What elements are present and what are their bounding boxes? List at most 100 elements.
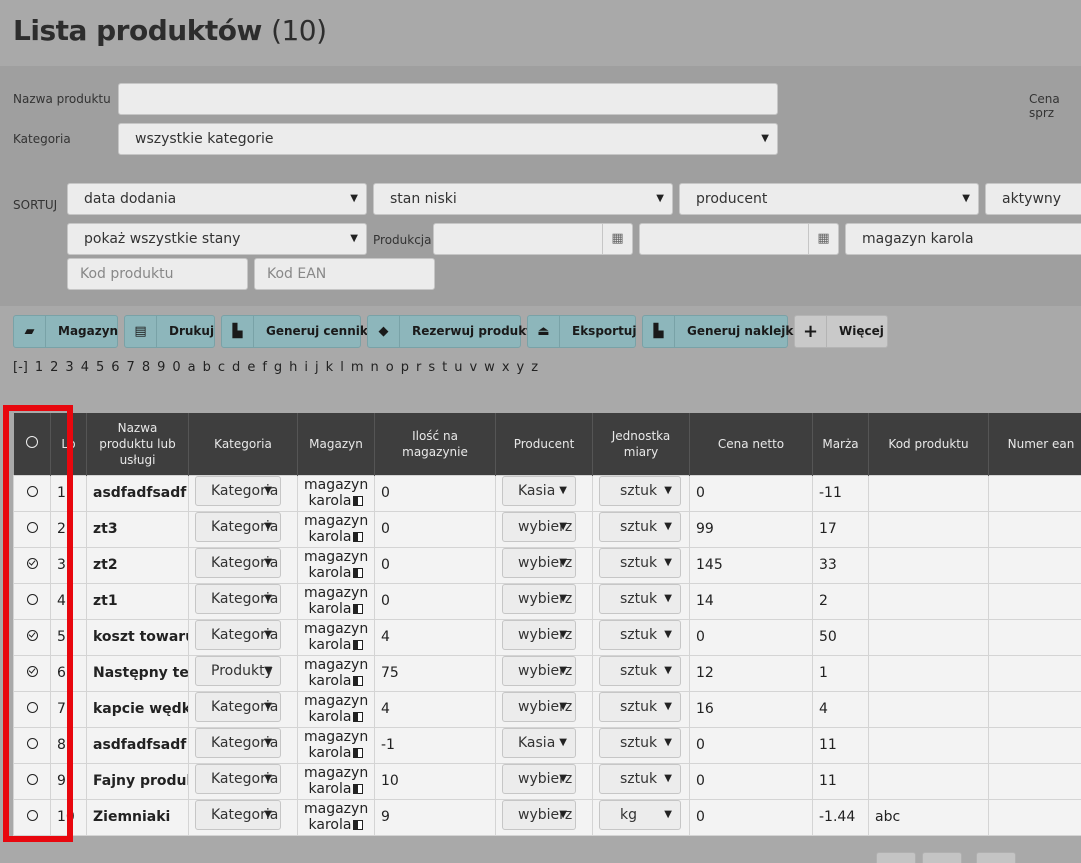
alphabet-filter-item[interactable]: 8 — [141, 360, 151, 375]
alphabet-filter-item[interactable]: s — [428, 360, 436, 375]
row-unit-select[interactable]: sztuk ▼ — [599, 584, 681, 614]
warehouse-button[interactable]: ▰ Magazyn — [13, 315, 118, 348]
alphabet-filter-item[interactable]: l — [340, 360, 344, 375]
row-product-name[interactable]: zt1 — [86, 582, 189, 620]
row-category-select[interactable]: Kategoria ▼ — [195, 728, 281, 758]
row-qty[interactable]: 9 — [374, 798, 496, 836]
row-ean[interactable] — [988, 798, 1081, 836]
alphabet-filter-item[interactable]: 0 — [172, 360, 181, 375]
alphabet-filter-item[interactable]: 7 — [126, 360, 135, 375]
row-product-name[interactable]: Następny testowy — [86, 654, 189, 692]
calendar-icon[interactable]: ▦ — [602, 224, 632, 254]
date-to-input[interactable]: ▦ — [639, 223, 839, 255]
header-category[interactable]: Kategoria — [188, 413, 298, 475]
generate-pricelist-button[interactable]: ▙ Generuj cennik — [221, 315, 368, 348]
pager-next-button[interactable] — [976, 852, 1016, 863]
row-category-select[interactable]: Kategoria ▼ — [195, 764, 281, 794]
row-qty[interactable]: 0 — [374, 474, 496, 512]
alphabet-filter-item[interactable]: p — [400, 360, 409, 375]
row-product-name[interactable]: asdfadfsadf — [86, 726, 189, 764]
row-category-select[interactable]: Kategoria ▼ — [195, 548, 281, 578]
row-qty[interactable]: 0 — [374, 510, 496, 548]
row-price[interactable]: 0 — [689, 474, 813, 512]
row-producer-select[interactable]: wybierz ▼ — [502, 764, 576, 794]
alphabet-filter-item[interactable]: c — [217, 360, 226, 375]
row-product-name[interactable]: koszt towaru netto — [86, 618, 189, 656]
print-button[interactable]: ▤ Drukuj — [124, 315, 215, 348]
states-select[interactable]: pokaż wszystkie stany ▼ — [67, 223, 367, 255]
row-ean[interactable] — [988, 474, 1081, 512]
row-producer-select[interactable]: Kasia ▼ — [502, 728, 576, 758]
row-qty[interactable]: 4 — [374, 690, 496, 728]
row-producer-select[interactable]: Kasia ▼ — [502, 476, 576, 506]
row-checkbox[interactable] — [13, 726, 51, 764]
sort-select-4[interactable]: aktywny — [985, 183, 1081, 215]
alphabet-filter-item[interactable]: 3 — [65, 360, 74, 375]
row-product-name[interactable]: Ziemniaki — [86, 798, 189, 836]
row-warehouse[interactable]: magazyn karola — [297, 762, 375, 800]
row-producer-select[interactable]: wybierz ▼ — [502, 548, 576, 578]
row-producer-select[interactable]: wybierz ▼ — [502, 512, 576, 542]
row-producer-select[interactable]: wybierz ▼ — [502, 656, 576, 686]
header-warehouse[interactable]: Magazyn — [297, 413, 375, 475]
row-code[interactable] — [868, 474, 989, 512]
header-qty[interactable]: Ilość na magazynie — [374, 413, 496, 475]
row-ean[interactable] — [988, 690, 1081, 728]
alphabet-filter-item[interactable]: r — [415, 360, 422, 375]
row-product-name[interactable]: asdfadfsadf — [86, 474, 189, 512]
row-checkbox[interactable] — [13, 474, 51, 512]
row-qty[interactable]: 75 — [374, 654, 496, 692]
row-ean[interactable] — [988, 546, 1081, 584]
export-button[interactable]: ⏏ Eksportuj — [527, 315, 636, 348]
generate-stickers-button[interactable]: ▙ Generuj naklejki — [642, 315, 798, 348]
row-category-select[interactable]: Kategoria ▼ — [195, 512, 281, 542]
alphabet-filter-item[interactable]: h — [289, 360, 298, 375]
row-warehouse[interactable]: magazyn karola — [297, 690, 375, 728]
row-unit-select[interactable]: sztuk ▼ — [599, 728, 681, 758]
alphabet-filter-item[interactable]: x — [501, 360, 510, 375]
row-price[interactable]: 99 — [689, 510, 813, 548]
row-qty[interactable]: 10 — [374, 762, 496, 800]
reserve-product-button[interactable]: ◆ Rezerwuj produkt — [367, 315, 532, 348]
sort-select-1[interactable]: data dodania ▼ — [67, 183, 367, 215]
alphabet-filter-item[interactable]: 6 — [111, 360, 120, 375]
more-button[interactable]: + Więcej — [794, 315, 888, 348]
header-ean[interactable]: Numer ean — [988, 413, 1081, 475]
row-ean[interactable] — [988, 654, 1081, 692]
row-code[interactable] — [868, 546, 989, 584]
alphabet-filter-item[interactable]: j — [315, 360, 319, 375]
category-select[interactable]: wszystkie kategorie ▼ — [118, 123, 778, 155]
header-margin[interactable]: Marża — [812, 413, 869, 475]
row-warehouse[interactable]: magazyn karola — [297, 510, 375, 548]
alphabet-filter-item[interactable]: 5 — [95, 360, 105, 375]
row-price[interactable]: 0 — [689, 798, 813, 836]
row-unit-select[interactable]: sztuk ▼ — [599, 656, 681, 686]
row-code[interactable] — [868, 690, 989, 728]
row-producer-select[interactable]: wybierz ▼ — [502, 620, 576, 650]
date-from-input[interactable]: ▦ — [433, 223, 633, 255]
row-unit-select[interactable]: sztuk ▼ — [599, 548, 681, 578]
row-category-select[interactable]: Kategoria ▼ — [195, 584, 281, 614]
row-warehouse[interactable]: magazyn karola — [297, 726, 375, 764]
header-code[interactable]: Kod produktu — [868, 413, 989, 475]
alphabet-filter-item[interactable]: u — [454, 360, 463, 375]
row-code[interactable] — [868, 654, 989, 692]
alphabet-filter-item[interactable]: v — [469, 360, 478, 375]
alphabet-filter-item[interactable]: 1 — [34, 360, 44, 375]
row-category-select[interactable]: Kategoria ▼ — [195, 692, 281, 722]
alphabet-filter-item[interactable]: 9 — [157, 360, 166, 375]
row-code[interactable] — [868, 510, 989, 548]
row-price[interactable]: 14 — [689, 582, 813, 620]
row-code[interactable] — [868, 618, 989, 656]
alphabet-filter-item[interactable]: a — [187, 360, 196, 375]
select-all-checkbox[interactable] — [13, 413, 51, 475]
row-qty[interactable]: 0 — [374, 582, 496, 620]
row-price[interactable]: 0 — [689, 618, 813, 656]
warehouse-select[interactable]: magazyn karola — [845, 223, 1081, 255]
row-price[interactable]: 12 — [689, 654, 813, 692]
row-unit-select[interactable]: sztuk ▼ — [599, 476, 681, 506]
row-price[interactable]: 145 — [689, 546, 813, 584]
row-unit-select[interactable]: sztuk ▼ — [599, 512, 681, 542]
row-warehouse[interactable]: magazyn karola — [297, 474, 375, 512]
header-producer[interactable]: Producent — [495, 413, 593, 475]
